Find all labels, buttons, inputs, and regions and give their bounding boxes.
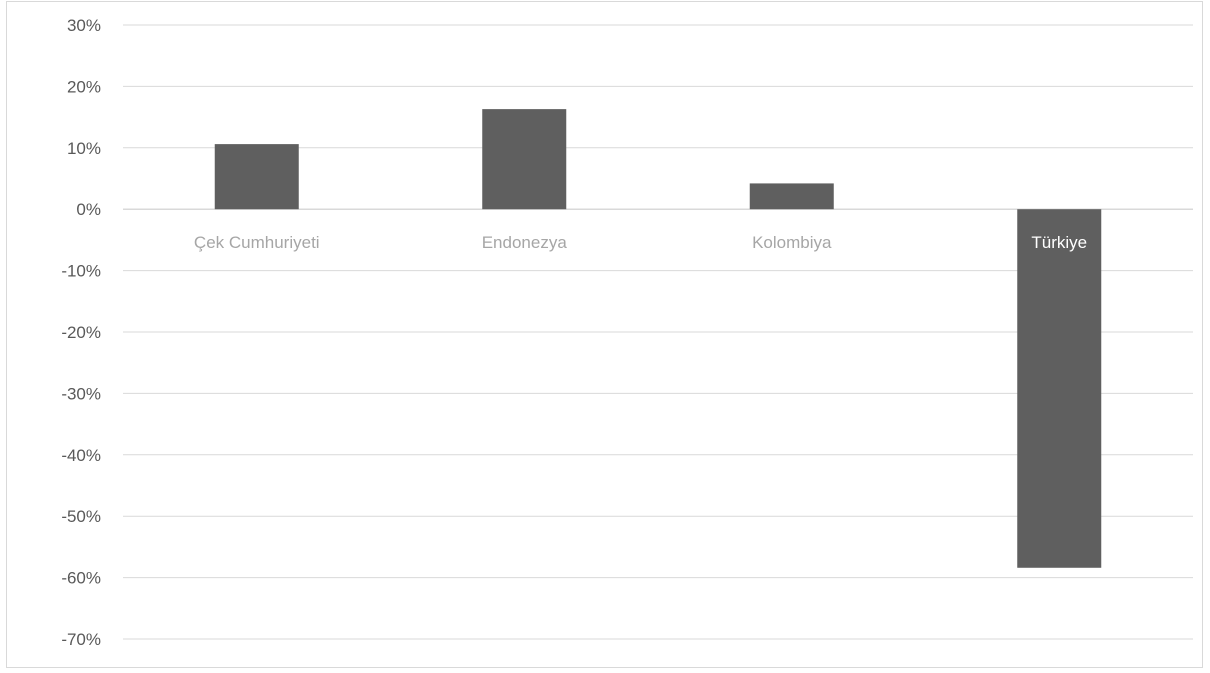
y-tick-label: -40% (61, 446, 101, 465)
y-tick-label: -10% (61, 262, 101, 281)
y-tick-label: 10% (67, 139, 101, 158)
x-tick-label: Endonezya (482, 233, 568, 252)
y-tick-label: -50% (61, 507, 101, 526)
x-tick-label: Çek Cumhuriyeti (194, 233, 320, 252)
bar (214, 144, 299, 210)
bar (482, 109, 567, 210)
y-tick-label: -60% (61, 569, 101, 588)
y-tick-label: -70% (61, 630, 101, 649)
y-tick-label: -20% (61, 323, 101, 342)
bar (1017, 209, 1102, 568)
y-tick-label: 0% (76, 200, 101, 219)
chart-frame (6, 1, 1203, 668)
y-tick-label: 20% (67, 77, 101, 96)
y-tick-label: 30% (67, 16, 101, 35)
x-tick-label: Türkiye (1031, 233, 1087, 252)
bar (749, 183, 834, 210)
y-tick-label: -30% (61, 384, 101, 403)
x-tick-label: Kolombiya (752, 233, 832, 252)
